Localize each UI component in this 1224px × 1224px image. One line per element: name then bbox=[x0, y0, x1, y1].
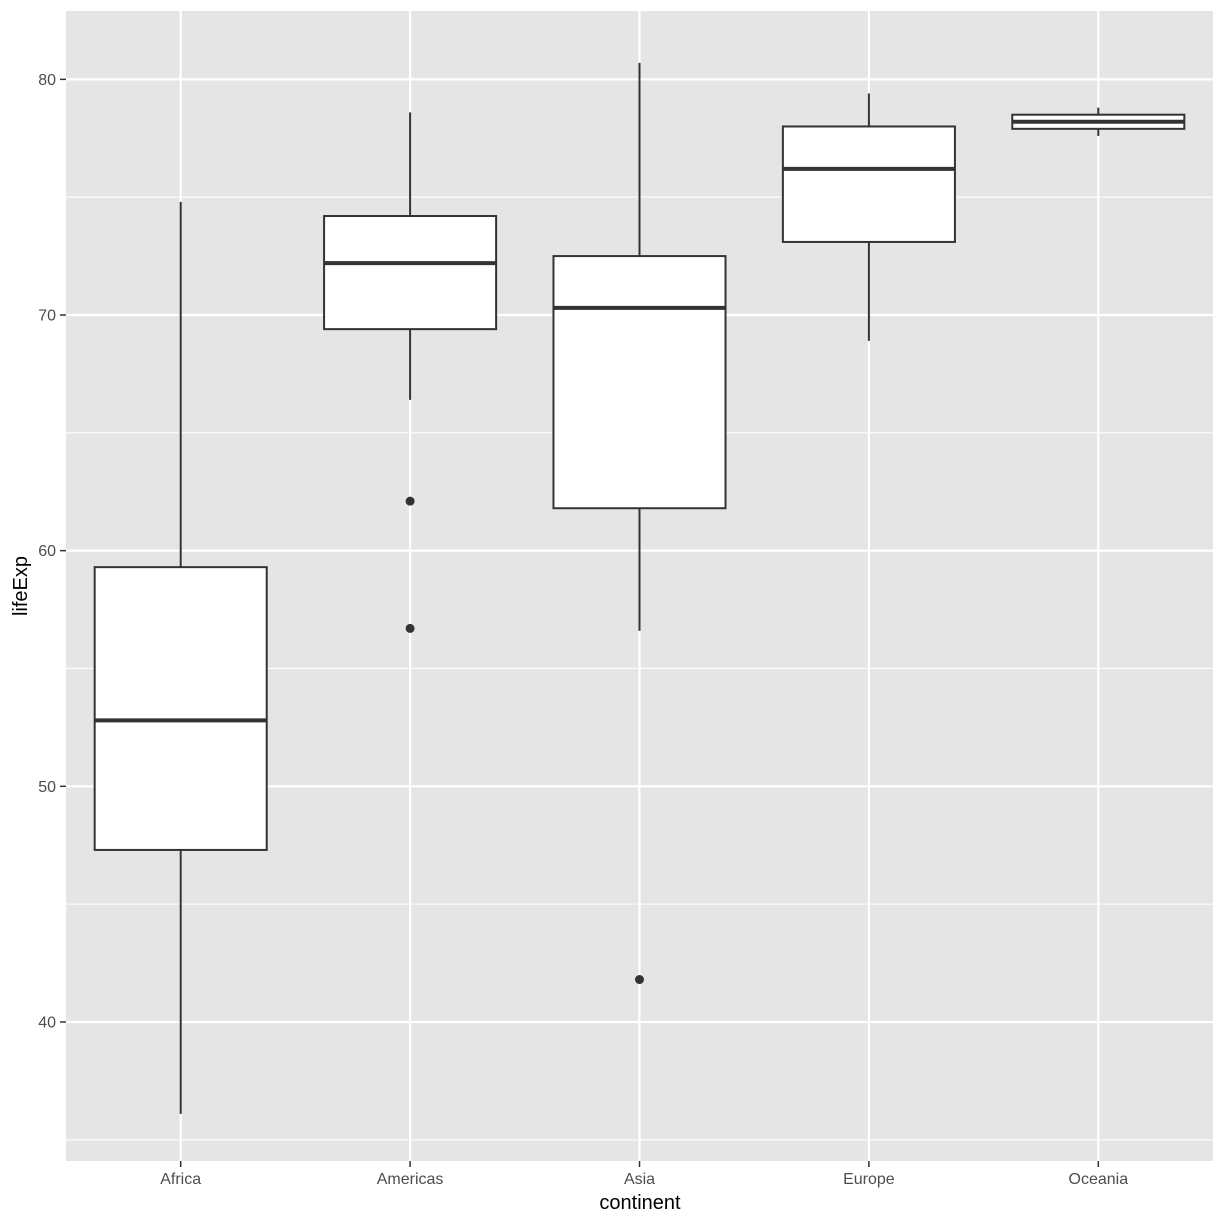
box-iqr bbox=[93, 566, 268, 851]
y-tick-label: 40 bbox=[38, 1014, 56, 1031]
y-axis-title: lifeExp bbox=[10, 556, 32, 616]
x-tick-label: Africa bbox=[160, 1171, 201, 1188]
y-tick-label: 60 bbox=[38, 543, 56, 560]
box-iqr bbox=[323, 215, 498, 331]
box-iqr bbox=[781, 125, 956, 243]
x-tick-label: Oceania bbox=[1069, 1171, 1129, 1188]
x-axis-title: continent bbox=[599, 1192, 681, 1214]
box-iqr bbox=[552, 255, 727, 510]
box-europe bbox=[781, 93, 956, 341]
outlier-point bbox=[405, 496, 415, 506]
box-asia bbox=[552, 62, 727, 985]
box-africa bbox=[93, 201, 268, 1114]
x-tick-label: Europe bbox=[843, 1171, 895, 1188]
x-tick-label: Americas bbox=[377, 1171, 444, 1188]
y-axis: 40 50 60 70 80 bbox=[38, 72, 66, 1031]
y-tick-label: 70 bbox=[38, 307, 56, 324]
y-tick-label: 50 bbox=[38, 779, 56, 796]
x-tick-label: Asia bbox=[624, 1171, 655, 1188]
outlier-point bbox=[405, 623, 415, 633]
box-americas bbox=[323, 112, 498, 633]
y-tick-label: 80 bbox=[38, 72, 56, 89]
x-axis: Africa Americas Asia Europe Oceania bbox=[160, 1161, 1128, 1188]
boxes bbox=[93, 62, 1186, 1114]
box-oceania bbox=[1011, 107, 1186, 136]
outlier-point bbox=[635, 975, 644, 985]
